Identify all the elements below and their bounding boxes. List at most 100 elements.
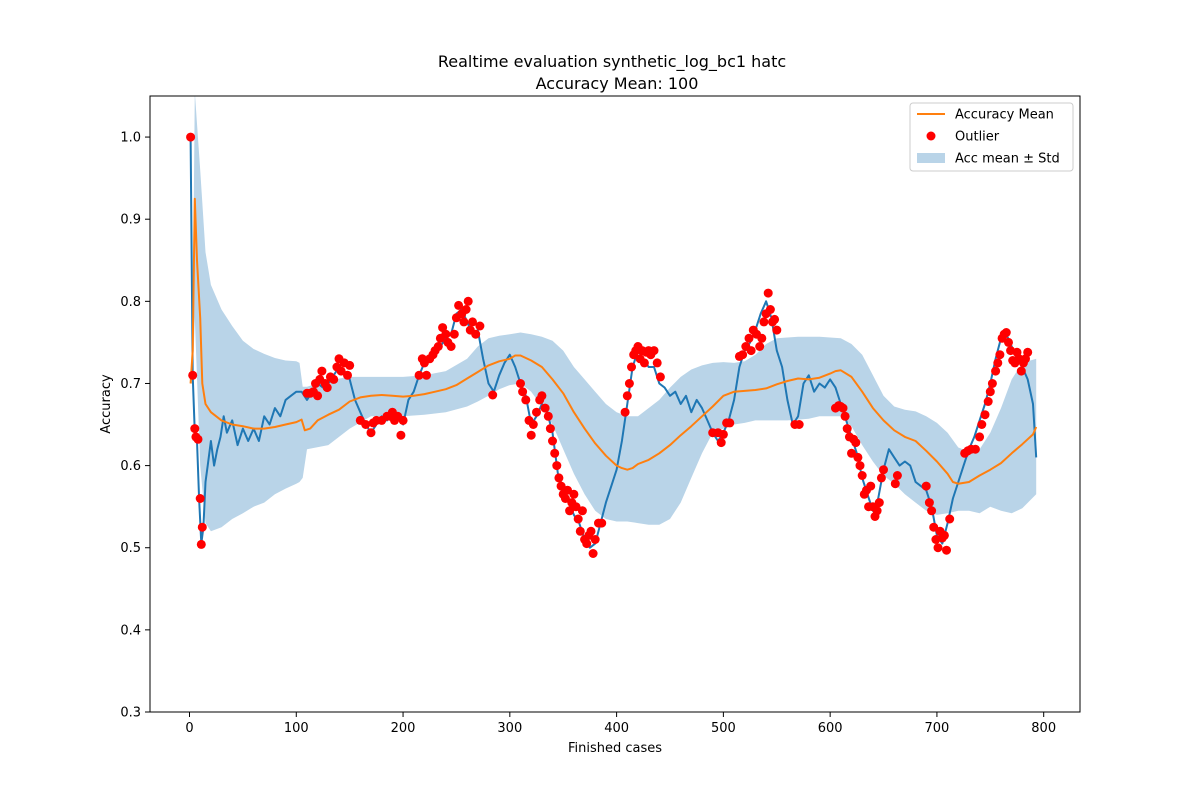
outlier-point <box>550 448 560 458</box>
outlier-point <box>414 370 424 380</box>
accuracy-mean-line <box>189 197 1038 485</box>
outlier-point <box>577 506 587 516</box>
outlier-point <box>770 314 780 324</box>
outlier-point <box>554 473 564 483</box>
outlier-point <box>851 438 861 448</box>
outlier-point <box>560 494 570 503</box>
outlier-point <box>582 539 592 549</box>
outlier-point <box>627 362 636 372</box>
outlier-point <box>336 366 346 376</box>
x-axis-label: Finished cases <box>568 741 662 756</box>
chart-subtitle: Accuracy Mean: 100 <box>536 74 699 93</box>
outlier-point <box>488 390 498 400</box>
outlier-point <box>838 403 848 413</box>
outlier-point <box>874 498 884 508</box>
legend-patch-swatch <box>917 153 945 163</box>
outlier-point <box>872 506 882 516</box>
outlier-point <box>1016 366 1026 376</box>
legend-label: Acc mean ± Std <box>955 152 1060 167</box>
outlier-point <box>188 370 198 380</box>
outlier-point <box>857 471 867 480</box>
outlier-point <box>890 479 900 489</box>
outlier-point <box>1001 328 1011 337</box>
outlier-point <box>193 434 203 444</box>
y-tick-label: 0.9 <box>120 213 141 228</box>
outlier-point <box>537 391 547 401</box>
outlier-point <box>842 424 852 434</box>
outlier-point <box>847 448 856 458</box>
outlier-point <box>853 452 863 462</box>
outlier-point <box>548 436 557 446</box>
outlier-point <box>322 383 332 393</box>
std-band-layer <box>190 96 1037 532</box>
outlier-point <box>763 288 773 298</box>
outlier-point <box>759 317 769 327</box>
outlier-point <box>552 461 562 471</box>
outlier-point <box>468 317 477 327</box>
outlier-point <box>725 418 735 428</box>
x-tick-label: 800 <box>1031 721 1056 736</box>
chart-title: Realtime evaluation synthetic_log_bc1 ha… <box>438 52 786 72</box>
outlier-point <box>313 391 323 401</box>
outlier-point <box>463 296 473 306</box>
legend-label: Accuracy Mean <box>955 108 1054 123</box>
outlier-point <box>366 428 376 438</box>
outlier-point <box>532 407 541 417</box>
outlier-point <box>980 410 990 420</box>
outlier-point <box>196 539 206 549</box>
x-tick-label: 700 <box>925 721 950 736</box>
x-tick-label: 400 <box>604 721 629 736</box>
outlier-point <box>1023 347 1033 357</box>
outlier-point <box>652 358 662 368</box>
outlier-point <box>565 506 575 516</box>
outlier-point <box>929 522 939 532</box>
outlier-point <box>475 321 485 331</box>
outlier-point <box>571 502 581 512</box>
outlier-point <box>718 429 728 439</box>
outlier-point <box>526 430 536 440</box>
outlier-point <box>422 370 431 380</box>
outlier-point <box>746 346 756 356</box>
outlier-point <box>543 411 553 421</box>
outlier-point <box>892 471 902 480</box>
outlier-point <box>586 526 596 536</box>
outlier-point <box>840 411 850 421</box>
legend-label: Outlier <box>955 130 1000 145</box>
plot-frame <box>149 95 1081 713</box>
legend-box <box>909 102 1074 172</box>
outlier-point <box>446 342 456 351</box>
outlier-point <box>195 494 205 503</box>
outlier-point <box>939 530 949 540</box>
outlier-point <box>995 350 1005 360</box>
outlier-point <box>757 333 767 343</box>
outlier-point <box>933 543 943 553</box>
y-tick-label: 0.5 <box>120 541 141 556</box>
y-tick-label: 0.4 <box>120 623 141 638</box>
outlier-point <box>459 317 469 327</box>
x-tick-label: 100 <box>284 721 309 736</box>
outlier-point <box>345 360 355 370</box>
outlier-point <box>1004 337 1013 347</box>
outlier-point <box>528 420 538 429</box>
outlier-point <box>343 370 352 380</box>
outlier-point <box>993 358 1003 368</box>
y-tick-label: 1.0 <box>120 131 141 146</box>
outlier-point <box>588 549 598 558</box>
std-band <box>190 96 1037 532</box>
outlier-point <box>433 342 443 351</box>
y-tick-label: 0.6 <box>120 459 141 474</box>
outlier-point <box>639 358 649 368</box>
outlier-point <box>855 461 865 471</box>
outlier-point <box>622 391 632 401</box>
y-tick-label: 0.8 <box>120 295 141 310</box>
outlier-point <box>471 329 481 339</box>
y-axis-label: Accuracy <box>99 374 114 434</box>
outlier-point <box>945 514 955 524</box>
outlier-point <box>521 395 531 405</box>
outlier-point <box>655 372 665 382</box>
outlier-point <box>317 366 327 376</box>
x-tick-label: 600 <box>818 721 843 736</box>
outlier-point <box>772 325 782 335</box>
outlier-point <box>866 481 876 491</box>
